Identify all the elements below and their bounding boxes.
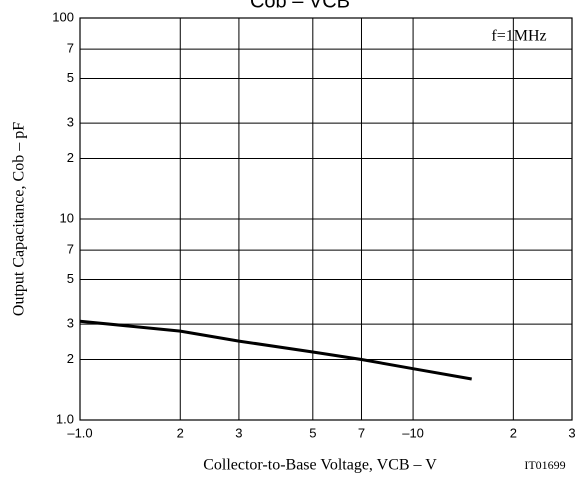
y-tick-label: 7 — [67, 242, 74, 257]
x-tick-label: 2 — [510, 425, 517, 440]
x-tick-label: 7 — [358, 425, 365, 440]
x-tick-label: 3 — [568, 425, 575, 440]
y-tick-label: 2 — [67, 351, 74, 366]
y-axis-label: Output Capacitance, Cob – pF — [11, 122, 28, 316]
y-tick-label: 2 — [67, 150, 74, 165]
x-tick-label: –10 — [402, 425, 424, 440]
y-tick-label: 10 — [60, 210, 74, 225]
x-tick-label: –1.0 — [67, 425, 92, 440]
plot-frame — [79, 17, 573, 421]
x-axis-label: Collector-to-Base Voltage, VCB – V — [203, 457, 437, 474]
y-tick-label: 5 — [67, 70, 74, 85]
chart-title: Cob – VCB — [250, 0, 350, 12]
y-tick-label: 100 — [52, 9, 74, 24]
x-tick-label: 5 — [309, 425, 316, 440]
annotation-box — [470, 22, 568, 52]
annotation: f=1MHz — [491, 28, 546, 45]
y-tick-label: 7 — [67, 41, 74, 56]
y-tick-label: 1.0 — [56, 411, 74, 426]
figure-id: IT01699 — [524, 458, 565, 472]
y-tick-label: 3 — [67, 115, 74, 130]
x-tick-label: 3 — [235, 425, 242, 440]
x-tick-label: 2 — [177, 425, 184, 440]
y-tick-label: 5 — [67, 271, 74, 286]
y-tick-label: 3 — [67, 316, 74, 331]
data-line — [79, 319, 472, 381]
